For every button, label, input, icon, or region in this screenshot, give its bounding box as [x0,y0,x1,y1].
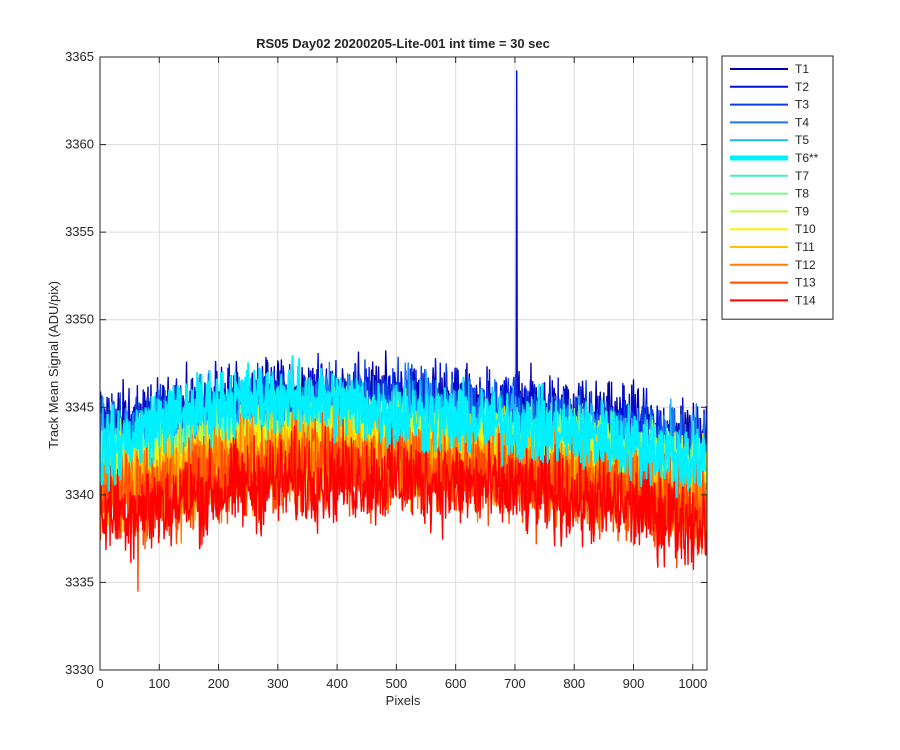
x-tick-label: 0 [96,676,103,691]
legend-item-t11[interactable]: T11 [730,240,815,254]
x-tick-label: 100 [148,676,170,691]
legend-item-t12[interactable]: T12 [730,258,816,272]
legend-label: T2 [795,80,809,94]
x-tick-label: 200 [208,676,230,691]
plot-area [100,57,707,670]
series-line-t14 [100,418,707,570]
legend-item-t5[interactable]: T5 [730,133,809,147]
series-layer [100,70,707,592]
legend-item-t13[interactable]: T13 [730,276,816,290]
legend-item-t4[interactable]: T4 [730,115,809,129]
x-tick-label: 500 [386,676,408,691]
legend-label: T10 [795,222,816,236]
x-tick-label: 600 [445,676,467,691]
y-tick-label: 3335 [65,574,94,589]
y-tick-label: 3330 [65,662,94,677]
x-tick-label: 700 [504,676,526,691]
legend-item-t3[interactable]: T3 [730,98,809,112]
legend-label: T11 [795,240,815,254]
x-axis-label: Pixels [386,693,421,708]
y-axis-label: Track Mean Signal (ADU/pix) [46,281,61,449]
legend-box [721,55,834,320]
legend-label: T12 [795,258,816,272]
y-tick-label: 3350 [65,312,94,327]
legend[interactable]: T1 T2 T3 T4 T5 T6** T7 T8 T9 T10 T11 T12 T13 T14 [721,55,834,320]
legend-item-t7[interactable]: T7 [730,169,809,183]
series-line-t6 [100,354,707,499]
legend-item-t6[interactable]: T6** [730,151,819,165]
legend-label: T5 [795,133,809,147]
legend-label: T1 [795,62,809,76]
y-tick-label: 3365 [65,49,94,64]
x-tick-label: 400 [326,676,348,691]
y-tick-label: 3355 [65,224,94,239]
legend-label: T4 [795,115,809,129]
plot-frame [99,56,708,671]
x-tick-label: 800 [563,676,585,691]
legend-item-t9[interactable]: T9 [730,204,809,218]
legend-label: T8 [795,187,809,201]
legend-label: T6** [795,151,819,165]
x-tick-label: 1000 [678,676,707,691]
x-tick-label: 900 [623,676,645,691]
ticks: 0 100 200 300 400 500 600 700 800 900 1000 3330 3335… [65,49,707,691]
legend-item-t1[interactable]: T1 [730,62,809,76]
y-tick-label: 3345 [65,399,94,414]
legend-item-t2[interactable]: T2 [730,80,809,94]
y-tick-label: 3360 [65,137,94,152]
legend-label: T7 [795,169,809,183]
legend-item-t14[interactable]: T14 [730,293,816,307]
legend-label: T14 [795,293,816,307]
y-tick-label: 3340 [65,487,94,502]
chart-title: RS05 Day02 20200205-Lite-001 int time = … [256,36,550,51]
legend-label: T3 [795,98,809,112]
legend-item-t10[interactable]: T10 [730,222,816,236]
legend-label: T9 [795,204,809,218]
legend-label: T13 [795,276,816,290]
legend-item-t8[interactable]: T8 [730,187,809,201]
x-tick-label: 300 [267,676,289,691]
